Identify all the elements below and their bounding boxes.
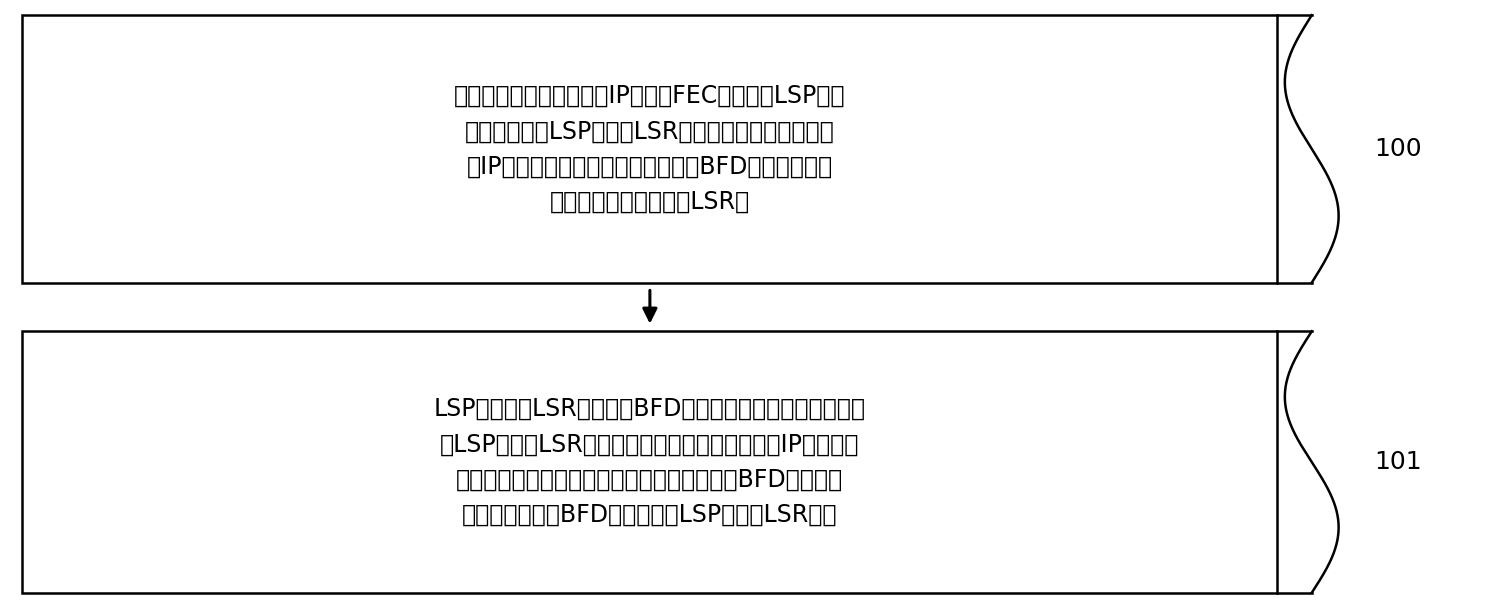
Bar (22, 15, 1277, 283)
Text: 100: 100 (1374, 137, 1422, 161)
Text: 101: 101 (1374, 450, 1422, 474)
Bar (22, 331, 1277, 593)
Text: 在对目的地址为同一网段IP地址的FEC所对应的LSP进行
故障检测时，LSP的入口LSR在本地路由表中查询与网
段IP地址对应的下一跳信息，并发送BFD报文至与: 在对目的地址为同一网段IP地址的FEC所对应的LSP进行 故障检测时，LSP的入… (454, 84, 846, 214)
Text: LSP中的任一LSR接收到该BFD报文后，若识别到自身并非为
该LSP的出口LSR，则在本地路由表中查询与网段IP地址对应
的下一跳信息，并按照查询到的下一跳信: LSP中的任一LSR接收到该BFD报文后，若识别到自身并非为 该LSP的出口LS… (433, 397, 867, 527)
